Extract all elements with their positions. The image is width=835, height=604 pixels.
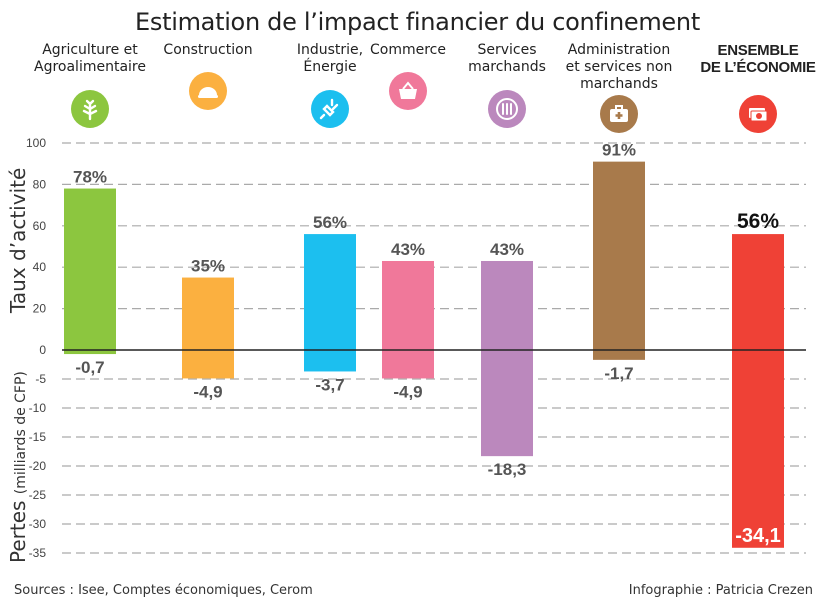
money-icon [739,95,777,133]
category-label: ENSEMBLE DE L’ÉCONOMIE [693,42,823,76]
bar-losses [304,350,356,372]
category-label-line: Services [477,42,537,58]
data-label-losses: -18,3 [488,460,527,479]
bar-activity [182,277,234,350]
y-tick-label: 0 [39,343,46,357]
credit-note: Infographie : Patricia Crezen [628,583,813,598]
plug-icon [311,90,349,128]
category-label: Industrie, Énergie [265,42,395,76]
bar-losses [481,350,533,457]
category-label-line: Agriculture et [42,42,138,58]
y-tick-label: -20 [29,459,47,473]
category-label-line: ENSEMBLE [717,42,799,59]
data-label-losses: -34,1 [735,525,781,547]
y-tick-label: 40 [33,260,47,274]
category-label-line: Énergie [303,59,357,75]
first-aid-kit-icon [600,95,638,133]
data-label-activity: 35% [191,257,225,276]
basket-icon [389,72,427,110]
category-label-line: Commerce [370,42,446,58]
y-tick-label: -5 [35,372,46,386]
data-label-losses: -0,7 [75,358,104,377]
y-tick-label: -35 [29,546,47,560]
category-label-line: Agroalimentaire [34,59,146,75]
y-axis-label-activity: Taux d’activité [6,167,30,313]
y-tick-label: -10 [29,401,47,415]
data-label-activity: 91% [602,141,636,160]
y-axis-label-losses-main: Pertes [6,500,30,563]
category-label-line: Administration [567,42,671,58]
y-tick-label: -25 [29,488,47,502]
y-tick-label: -30 [29,517,47,531]
data-label-losses: -1,7 [604,364,633,383]
data-label-activity: 56% [737,210,779,233]
y-axis-label-losses-unit: (milliards de CFP) [13,371,29,495]
category-label: Administration et services non marchands [554,42,684,93]
y-tick-label: 20 [33,302,47,316]
category-label-line: DE L’ÉCONOMIE [700,59,816,76]
y-tick-label: 60 [33,219,47,233]
category-label: Commerce [343,42,473,59]
category-label: Services marchands [442,42,572,76]
y-axis-label-losses: Pertes (milliards de CFP) [6,371,30,563]
category-label-line: Construction [163,42,253,58]
data-label-activity: 78% [73,168,107,187]
plant-icon [71,90,109,128]
chart-title: Estimation de l’impact financier du conf… [135,8,700,36]
category-label: Construction [143,42,273,59]
category-label-line: marchands [468,59,546,75]
category-label-line: et services non [565,59,673,75]
y-tick-label: -15 [29,430,47,444]
bar-activity [304,234,356,350]
data-label-losses: -3,7 [315,375,344,394]
bar-losses [64,350,116,355]
category-label: Agriculture et Agroalimentaire [25,42,155,76]
bar-activity [732,234,784,350]
y-tick-label: 100 [26,136,46,150]
bar-activity [64,188,116,350]
data-label-losses: -4,9 [393,382,422,401]
bar-losses [382,350,434,379]
data-label-activity: 43% [490,240,524,259]
bar-losses [182,350,234,379]
bar-activity [481,260,533,350]
bar-activity [382,260,434,350]
data-label-activity: 43% [391,240,425,259]
cutlery-icon [488,90,526,128]
data-label-activity: 56% [313,213,347,232]
bar-losses [732,350,784,548]
category-label-line: marchands [580,76,658,92]
bar-losses [593,350,645,360]
data-label-losses: -4,9 [193,382,222,401]
sources-note: Sources : Isee, Comptes économiques, Cer… [14,583,313,598]
category-label-line: Industrie, [296,42,364,58]
y-tick-label: 80 [33,177,47,191]
bar-activity [593,161,645,350]
hard-hat-icon [189,72,227,110]
